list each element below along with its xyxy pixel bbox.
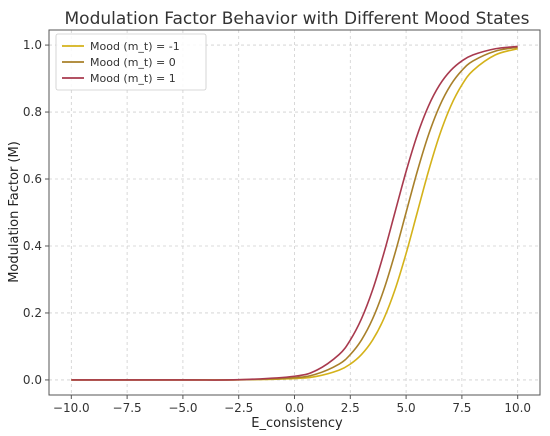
x-tick-label: −10.0 (53, 401, 90, 415)
y-axis-label: Modulation Factor (M) (7, 141, 22, 283)
axes: −10.0 −7.5 −5.0 −2.5 0.0 2.5 5.0 7.5 10.0 0.0 0.2 0… (23, 29, 541, 415)
x-tick-label: 2.5 (341, 401, 360, 415)
x-axis-label: E_consistency (251, 416, 343, 431)
y-tick-label: 0.2 (23, 306, 42, 320)
y-tick-label: 1.0 (23, 38, 42, 52)
legend-label: Mood (m_t) = 1 (90, 72, 176, 85)
series-line-2 (71, 45, 518, 381)
legend-label: Mood (m_t) = -1 (90, 40, 180, 53)
y-tick-label: 0.0 (23, 373, 42, 387)
x-tick-label: 0.0 (285, 401, 304, 415)
plot-frame (48, 29, 541, 396)
legend-box (55, 33, 207, 91)
legend: Mood (m_t) = -1 Mood (m_t) = 0 Mood (m_t) … (55, 33, 207, 91)
x-tick-label: −2.5 (224, 401, 253, 415)
y-tick-label: 0.6 (23, 172, 42, 186)
x-tick-label: −7.5 (113, 401, 142, 415)
series-line-0 (71, 47, 518, 381)
y-tick-label: 0.8 (23, 105, 42, 119)
series-line-1 (71, 46, 518, 381)
legend-label: Mood (m_t) = 0 (90, 56, 176, 69)
series-lines (71, 45, 518, 381)
x-tick-label: 10.0 (504, 401, 531, 415)
chart-title: Modulation Factor Behavior with Differen… (65, 9, 530, 29)
x-tick-label: 5.0 (397, 401, 416, 415)
y-tick-label: 0.4 (23, 239, 42, 253)
x-tick-label: 7.5 (452, 401, 471, 415)
x-tick-label: −5.0 (168, 401, 197, 415)
